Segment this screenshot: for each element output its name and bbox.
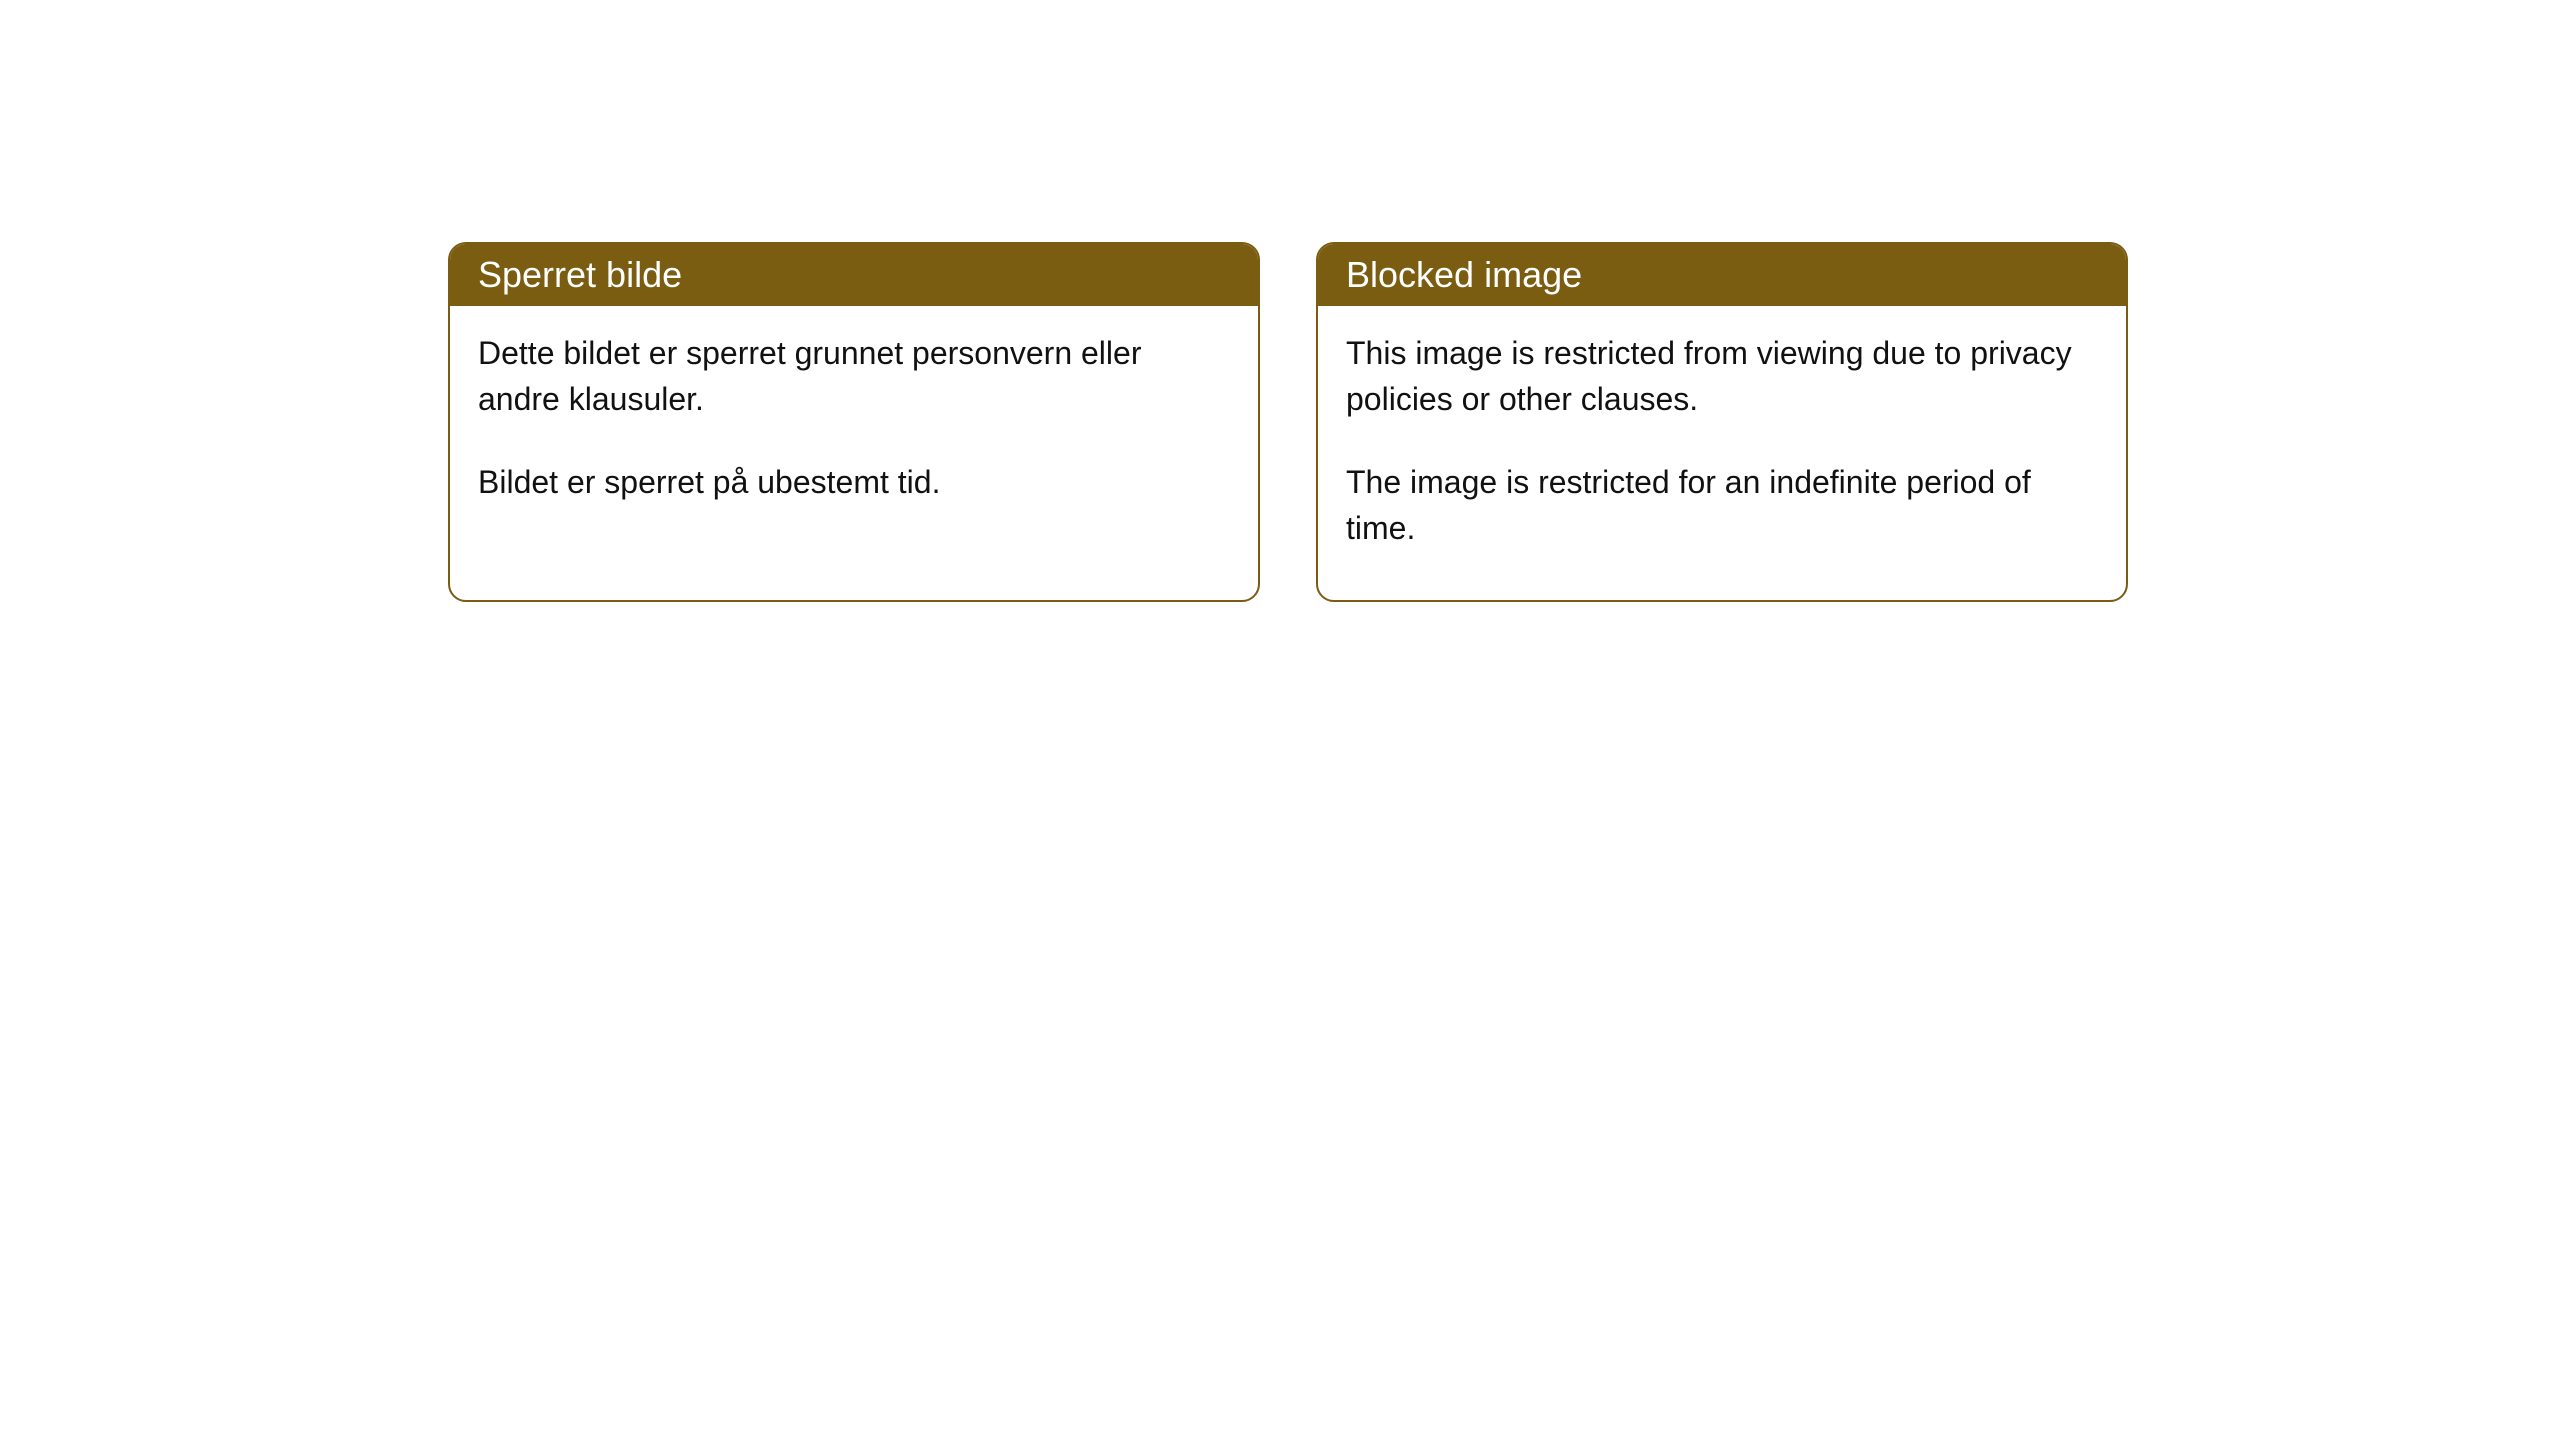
card-paragraph: The image is restricted for an indefinit… (1346, 459, 2098, 552)
card-paragraph: Dette bildet er sperret grunnet personve… (478, 330, 1230, 423)
card-title: Blocked image (1346, 254, 1582, 295)
card-header: Sperret bilde (450, 244, 1258, 306)
card-header: Blocked image (1318, 244, 2126, 306)
card-paragraph: This image is restricted from viewing du… (1346, 330, 2098, 423)
card-title: Sperret bilde (478, 254, 682, 295)
notice-card-english: Blocked image This image is restricted f… (1316, 242, 2128, 602)
notice-container: Sperret bilde Dette bildet er sperret gr… (0, 0, 2560, 602)
card-paragraph: Bildet er sperret på ubestemt tid. (478, 459, 1230, 505)
card-body: Dette bildet er sperret grunnet personve… (450, 306, 1258, 553)
notice-card-norwegian: Sperret bilde Dette bildet er sperret gr… (448, 242, 1260, 602)
card-body: This image is restricted from viewing du… (1318, 306, 2126, 600)
